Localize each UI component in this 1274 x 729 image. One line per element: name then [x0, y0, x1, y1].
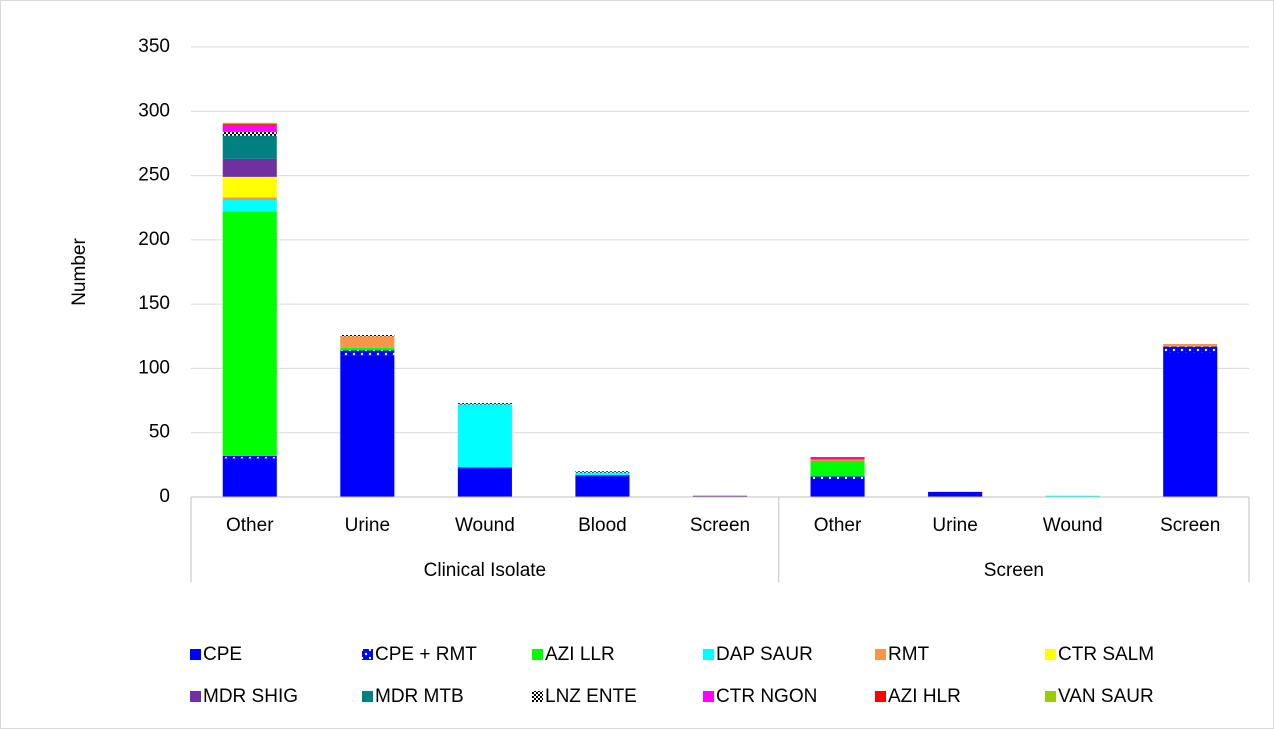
y-tick-label: 150: [138, 293, 170, 314]
legend-label: MDR MTB: [375, 686, 464, 707]
legend-label: DAP SAUR: [716, 644, 813, 665]
y-tick-label: 300: [138, 100, 170, 121]
bar-segment: [340, 335, 395, 337]
bar-segment: [222, 124, 277, 126]
y-tick-label: 250: [138, 165, 170, 186]
bar-segment: [575, 475, 630, 477]
bar-segment: [340, 336, 395, 348]
x-tick-label: Wound: [455, 515, 515, 536]
legend-label: AZI LLR: [545, 644, 615, 665]
group-label: Screen: [984, 560, 1044, 581]
legend-label: CPE + RMT: [375, 644, 477, 665]
y-axis-label: Number: [69, 238, 90, 306]
legend-label: RMT: [888, 644, 930, 665]
bar-segment: [1163, 344, 1218, 347]
bar-segment: [575, 471, 630, 473]
bar-segment: [810, 459, 865, 461]
legend-swatch: [362, 691, 373, 702]
legend-swatch: [1045, 649, 1056, 660]
bar-segment: [457, 468, 512, 497]
x-tick-label: Blood: [578, 515, 627, 536]
legend-swatch: [532, 691, 543, 702]
bar-segment: [222, 158, 277, 177]
bar-segment: [810, 476, 865, 479]
x-tick-label: Other: [226, 515, 274, 536]
y-tick-label: 50: [149, 422, 170, 443]
y-tick-label: 350: [138, 36, 170, 57]
legend-swatch: [362, 649, 373, 660]
bar-segment: [222, 135, 277, 159]
bar-segment: [575, 476, 630, 497]
bar-segment: [340, 355, 395, 497]
bar-segment: [810, 461, 865, 477]
y-tick-label: 0: [159, 486, 170, 507]
legend-swatch: [1045, 691, 1056, 702]
bar-segment: [1163, 353, 1218, 497]
bar-segment: [222, 455, 277, 459]
bar-segment: [810, 458, 865, 460]
x-tick-label: Wound: [1043, 515, 1103, 536]
legend-swatch: [703, 649, 714, 660]
bar-segment: [222, 125, 277, 132]
bar-segment: [222, 458, 277, 497]
legend-label: CPE: [203, 644, 242, 665]
bar-segment: [222, 211, 277, 456]
y-tick-label: 100: [138, 357, 170, 378]
legend-swatch: [532, 649, 543, 660]
bar-segment: [575, 472, 630, 476]
bar-segment: [692, 495, 748, 497]
x-tick-label: Urine: [345, 515, 390, 536]
bar-segment: [457, 403, 512, 405]
legend-label: LNZ ENTE: [545, 686, 637, 707]
legend-swatch: [190, 691, 201, 702]
bar-segment: [222, 197, 277, 200]
legend-label: CTR SALM: [1058, 644, 1154, 665]
bar-segment: [457, 404, 512, 468]
bar-segment: [340, 350, 395, 356]
legend-swatch: [875, 649, 886, 660]
bar-segment: [222, 176, 277, 198]
bar-segment: [457, 467, 512, 469]
x-tick-label: Screen: [690, 515, 750, 536]
bar-segment: [810, 457, 865, 459]
legend-label: MDR SHIG: [203, 686, 298, 707]
bar-segment: [1163, 346, 1218, 353]
legend-swatch: [703, 691, 714, 702]
x-tick-label: Urine: [932, 515, 977, 536]
bar-segment: [222, 200, 277, 212]
legend-label: AZI HLR: [888, 686, 961, 707]
y-tick-label: 200: [138, 229, 170, 250]
legend-swatch: [875, 691, 886, 702]
bar-segment: [1045, 495, 1100, 497]
legend-label: VAN SAUR: [1058, 686, 1154, 707]
bar-segment: [222, 122, 277, 125]
legend-swatch: [190, 649, 201, 660]
bar-segment: [222, 131, 277, 136]
group-label: Clinical Isolate: [424, 560, 547, 581]
x-tick-label: Other: [814, 515, 862, 536]
x-tick-label: Screen: [1160, 515, 1220, 536]
legend-label: CTR NGON: [716, 686, 817, 707]
bar-segment: [928, 491, 983, 497]
bar-segment: [810, 479, 865, 497]
bar-segment: [340, 347, 395, 351]
